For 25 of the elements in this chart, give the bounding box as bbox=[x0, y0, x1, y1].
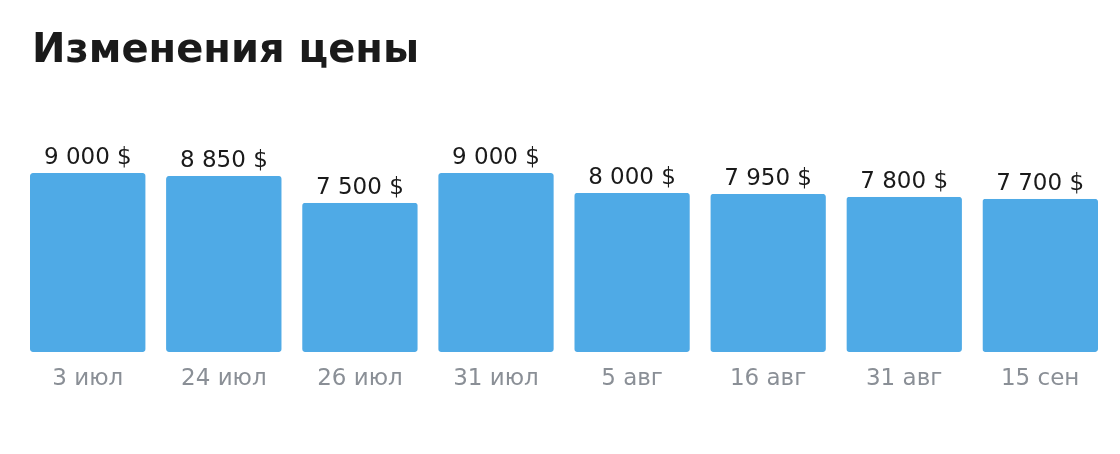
data-label: 8 000 $ bbox=[588, 162, 676, 189]
x-tick-label: 16 авг bbox=[729, 363, 807, 390]
x-tick-label: 15 сен bbox=[1000, 363, 1080, 390]
bar bbox=[438, 173, 554, 352]
bar bbox=[30, 173, 146, 352]
bar bbox=[574, 192, 690, 352]
bar bbox=[166, 175, 282, 352]
chart-title: Изменения цены bbox=[32, 25, 420, 71]
x-tick-label: 31 июл bbox=[453, 363, 539, 390]
bar bbox=[302, 202, 418, 352]
data-label: 8 850 $ bbox=[179, 145, 268, 172]
bar bbox=[710, 193, 826, 352]
data-label: 7 800 $ bbox=[860, 166, 949, 193]
data-label: 9 000 $ bbox=[452, 143, 540, 169]
x-tick-label: 31 авг bbox=[865, 363, 943, 390]
x-tick-label: 5 авг bbox=[601, 363, 663, 390]
x-tick-label: 24 июл bbox=[181, 363, 267, 390]
data-label: 9 000 $ bbox=[43, 143, 132, 169]
x-tick-label: 26 июл bbox=[317, 363, 403, 390]
data-label: 7 700 $ bbox=[996, 168, 1085, 195]
x-tick-label: 3 июл bbox=[52, 363, 124, 390]
bar bbox=[982, 198, 1098, 352]
data-label: 7 500 $ bbox=[316, 172, 404, 199]
data-label: 7 950 $ bbox=[724, 163, 812, 190]
bar bbox=[846, 196, 962, 352]
